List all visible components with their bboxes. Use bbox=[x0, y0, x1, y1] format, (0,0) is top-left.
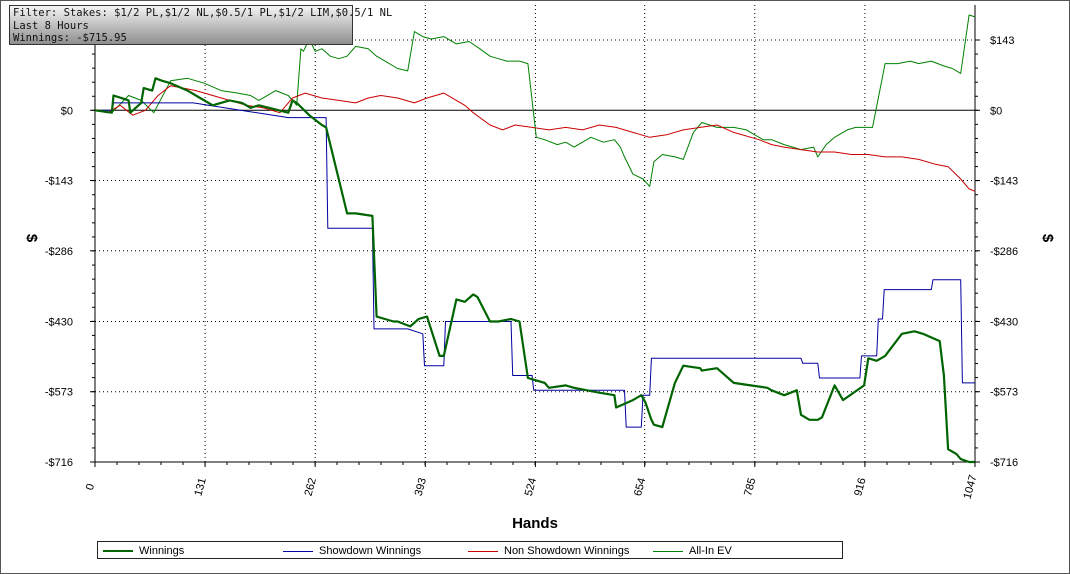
y-tick-label-right: $143 bbox=[990, 35, 1014, 47]
grid bbox=[95, 5, 975, 462]
legend-label: Winnings bbox=[139, 545, 185, 557]
y-axis-title-left: $ bbox=[23, 234, 40, 243]
x-tick-label: 0 bbox=[84, 483, 97, 492]
legend-label: Showdown Winnings bbox=[319, 545, 422, 557]
y-axis-right: $143 $0 -$143 -$286 -$430 -$573 -$716 bbox=[975, 35, 1018, 469]
x-axis-title: Hands bbox=[512, 515, 558, 532]
filter-info-box: Filter: Stakes: $1/2 PL,$1/2 NL,$0.5/1 P… bbox=[9, 5, 393, 45]
y-tick-label-left: -$143 bbox=[45, 176, 73, 188]
y-tick-label-left: -$716 bbox=[45, 457, 73, 469]
legend: Winnings Showdown Winnings Non Showdown Wi… bbox=[97, 541, 843, 559]
y-tick-label-right: $0 bbox=[990, 105, 1002, 117]
legend-item: Winnings bbox=[103, 544, 184, 558]
y-tick-label-left: -$573 bbox=[45, 387, 73, 399]
x-tick-label: 524 bbox=[523, 477, 539, 498]
legend-swatch bbox=[468, 550, 498, 552]
y-tick-label-right: -$716 bbox=[990, 457, 1018, 469]
series-lines bbox=[94, 14, 976, 464]
y-tick-label-left: -$286 bbox=[45, 246, 73, 258]
x-axis: 0 131 262 393 524 654 785 916 1047 bbox=[84, 462, 980, 500]
legend-item: Showdown Winnings bbox=[283, 544, 421, 558]
y-tick-label-left: -$430 bbox=[45, 316, 73, 328]
series-line-all-in-ev bbox=[94, 14, 976, 187]
series-line-showdown-winnings bbox=[95, 102, 975, 428]
x-tick-label: 654 bbox=[632, 477, 648, 498]
y-axis-left: $143$0-$143-$286-$430-$573-$716 bbox=[45, 35, 95, 469]
legend-label: Non Showdown Winnings bbox=[504, 545, 630, 557]
legend-item: Non Showdown Winnings bbox=[468, 544, 629, 558]
y-tick-label-right: -$573 bbox=[990, 387, 1018, 399]
y-tick-label-right: -$430 bbox=[990, 316, 1018, 328]
x-tick-label: 393 bbox=[413, 477, 429, 498]
x-tick-label: 131 bbox=[192, 477, 208, 498]
filter-winnings-text: Winnings: -$715.95 bbox=[13, 32, 127, 44]
legend-label: All-In EV bbox=[689, 545, 732, 557]
filter-time-text: Last 8 Hours bbox=[13, 19, 89, 32]
y-tick-label-right: -$286 bbox=[990, 246, 1018, 258]
x-tick-label: 785 bbox=[742, 477, 758, 498]
y-tick-label-right: -$143 bbox=[990, 176, 1018, 188]
x-tick-label: 916 bbox=[852, 477, 868, 498]
x-tick-label: 262 bbox=[303, 477, 319, 498]
legend-swatch bbox=[653, 550, 683, 552]
filter-stakes-text: Filter: Stakes: $1/2 PL,$1/2 NL,$0.5/1 P… bbox=[13, 7, 393, 19]
legend-swatch bbox=[283, 550, 313, 552]
y-axis-title-right: $ bbox=[1039, 234, 1056, 243]
series-line-non-showdown-winnings bbox=[94, 85, 976, 192]
x-tick-label: 1047 bbox=[962, 474, 980, 501]
legend-swatch bbox=[103, 550, 133, 552]
legend-item: All-In EV bbox=[653, 544, 732, 558]
series-line-winnings bbox=[94, 77, 975, 464]
y-tick-label-left: $0 bbox=[61, 105, 73, 117]
